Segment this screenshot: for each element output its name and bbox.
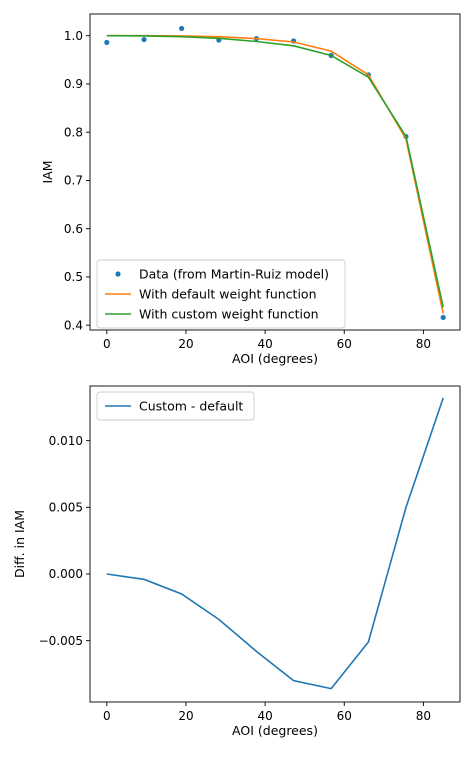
x-tick-label: 20	[178, 337, 193, 351]
y-tick-label: 0.6	[64, 222, 83, 236]
legend: Custom - default	[96, 391, 255, 421]
plot-frame	[89, 13, 461, 331]
y-tick-label: 0.7	[64, 174, 83, 188]
x-axis-label: AOI (degrees)	[232, 723, 318, 738]
legend-label: Custom - default	[139, 398, 243, 413]
y-tick-label: 0.8	[64, 125, 83, 139]
iam-chart: 0 20 40 60 80 0.4 0.5 0.6 0.7 0.8 0.9 1.0 AOI (degre…	[40, 13, 461, 366]
y-axis-label: Diff. in IAM	[12, 510, 27, 578]
x-tick-label: 80	[416, 337, 431, 351]
y-tick-label: 0.000	[49, 567, 83, 581]
y-tick-label: 0.9	[64, 77, 83, 91]
legend-label: With custom weight function	[139, 306, 319, 321]
legend-marker-swatch	[115, 271, 121, 277]
x-tick-label: 40	[257, 709, 272, 723]
x-tick-label: 80	[416, 709, 431, 723]
x-tick-label: 0	[103, 337, 111, 351]
y-axis-label: IAM	[40, 160, 55, 183]
legend: Data (from Martin-Ruiz model) With defaul…	[96, 259, 346, 329]
x-tick-label: 20	[178, 709, 193, 723]
x-tick-label: 40	[257, 337, 272, 351]
data-point	[104, 39, 110, 46]
series-line-0	[106, 397, 444, 690]
legend-box	[96, 259, 346, 329]
data-point	[440, 314, 446, 321]
data-point	[141, 36, 147, 43]
legend-label: Data (from Martin-Ruiz model)	[139, 266, 329, 281]
legend-label: With default weight function	[139, 286, 317, 301]
x-tick-label: 0	[103, 709, 111, 723]
y-tick-label: −0.005	[39, 634, 83, 648]
series-line-2	[106, 34, 444, 308]
iam-difference-chart: 0 20 40 60 80 −0.005 0.000 0.005 0.010 AOI (degre…	[12, 385, 461, 738]
x-tick-label: 60	[337, 709, 352, 723]
y-tick-label: 1.0	[64, 29, 83, 43]
y-tick-label: 0.4	[64, 318, 83, 332]
y-tick-label: 0.010	[49, 434, 83, 448]
y-tick-label: 0.005	[49, 501, 83, 515]
legend-box	[96, 391, 255, 421]
y-tick-label: 0.5	[64, 270, 83, 284]
data-point	[179, 25, 185, 32]
plot-frame	[89, 385, 461, 703]
x-tick-label: 60	[337, 337, 352, 351]
x-axis-label: AOI (degrees)	[232, 351, 318, 366]
